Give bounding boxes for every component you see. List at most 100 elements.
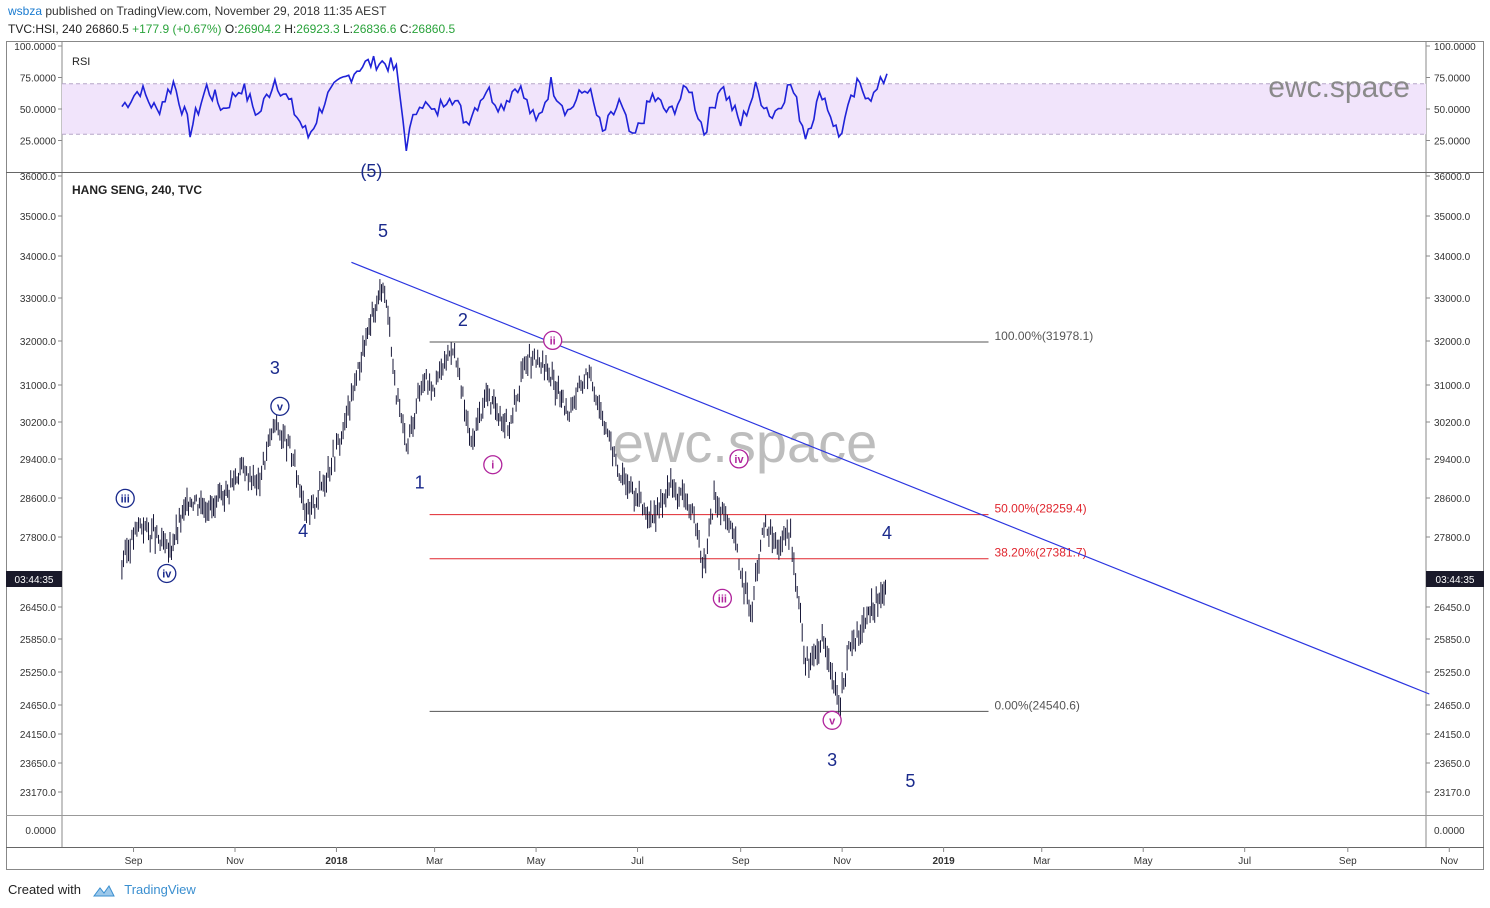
publish-info: wsbza published on TradingView.com, Nove… (8, 4, 386, 18)
ohlc-legend: TVC:HSI, 240 26860.5 +177.9 (+0.67%) O:2… (8, 22, 456, 36)
wave-label-circled: iii (121, 493, 130, 505)
tradingview-brand[interactable]: TradingView (124, 882, 196, 897)
wave-circle (270, 396, 290, 417)
wave-label: 4 (298, 521, 308, 541)
price-tick-label-right: 35000.0 (1434, 212, 1471, 223)
price-tick-label-left: 36000.0 (20, 172, 57, 183)
price-tick-label-left: 34000.0 (20, 252, 57, 263)
fib-label: 38.20%(27381.7) (995, 546, 1087, 560)
chart-outer-frame (6, 41, 1484, 870)
fib-label: 0.00%(24540.6) (995, 698, 1080, 712)
rsi-tick-label-left: 25.0000 (20, 137, 57, 148)
price-tick-label-right: 24150.0 (1434, 730, 1471, 741)
fib-label: 50.00%(28259.4) (995, 502, 1087, 516)
wave-label: 2 (458, 310, 468, 330)
price-tick-label-left: 29400.0 (20, 455, 57, 466)
time-tick-label: 2019 (932, 856, 955, 867)
time-tick-label: Mar (1033, 856, 1051, 867)
high-value: 26923.3 (296, 22, 340, 36)
time-tick-label: Sep (125, 856, 143, 867)
close-value: 26860.5 (411, 22, 456, 36)
time-tick-label: Jul (631, 856, 644, 867)
price-title: HANG SENG, 240, TVC (72, 183, 202, 197)
wave-circle (822, 710, 842, 730)
fib-label: 100.00%(31978.1) (995, 329, 1094, 343)
rsi-title: RSI (72, 56, 90, 68)
rsi-tick-label-right: 100.0000 (1434, 42, 1476, 53)
price-tick-label-left: 35000.0 (20, 212, 57, 223)
wave-label-circled: v (829, 715, 836, 727)
price-tick-label-left: 25850.0 (20, 635, 57, 646)
wave-label-circled: iv (162, 568, 172, 580)
countdown-tag (1426, 571, 1484, 587)
time-tick-label: Nov (226, 856, 244, 867)
price-tick-label-left: 23170.0 (20, 788, 57, 799)
time-tick-label: Nov (1440, 856, 1458, 867)
price-tick-label-right: 33000.0 (1434, 294, 1471, 305)
price-tick-label-left: 31000.0 (20, 381, 57, 392)
price-tick-label-right: 25250.0 (1434, 668, 1471, 679)
price-tick-label-right: 25850.0 (1434, 635, 1471, 646)
wave-label: 3 (270, 358, 280, 378)
time-tick-label: May (1134, 856, 1153, 867)
price-tick-label-left: 28600.0 (20, 494, 57, 505)
price-tick-label-right: 36000.0 (1434, 172, 1471, 183)
open-value: 26904.2 (237, 22, 281, 36)
time-tick-label: 2018 (325, 856, 348, 867)
time-tick-label: Jul (1238, 856, 1251, 867)
price-tick-label-left: 30200.0 (20, 418, 57, 429)
rsi-band (62, 83, 1426, 135)
wave-circle (157, 563, 177, 584)
time-tick-label: Mar (426, 856, 444, 867)
tradingview-logo-icon (92, 884, 115, 897)
author-name[interactable]: wsbza (8, 4, 43, 18)
wave-label: 3 (827, 750, 837, 770)
price-tick-label-left: 23650.0 (20, 759, 57, 770)
price-tick-label-right: 23170.0 (1434, 788, 1471, 799)
price-bars (121, 279, 886, 719)
price-tick-label-right: 32000.0 (1434, 337, 1471, 348)
wave-label-circled: iii (718, 593, 727, 605)
rsi-watermark: ewc.space (1268, 71, 1410, 104)
price-change: +177.9 (+0.67%) (132, 22, 222, 36)
price-tick-label-left: 24150.0 (20, 730, 57, 741)
price-tick-label-left: 26450.0 (20, 603, 57, 614)
zero-tick-left: 0.0000 (25, 826, 56, 837)
wave-circle (483, 455, 503, 475)
price-tick-label-right: 24650.0 (1434, 701, 1471, 712)
wave-label: 1 (415, 472, 425, 492)
zero-tick-right: 0.0000 (1434, 826, 1465, 837)
rsi-tick-label-left: 75.0000 (20, 74, 57, 85)
rsi-tick-label-left: 50.0000 (20, 105, 57, 116)
countdown-label: 03:44:35 (1436, 575, 1475, 586)
price-tick-label-right: 31000.0 (1434, 381, 1471, 392)
wave-label-circled: i (491, 460, 494, 472)
price-tick-label-left: 27800.0 (20, 533, 57, 544)
wave-label: (5) (360, 161, 382, 181)
price-tick-label-left: 25250.0 (20, 668, 57, 679)
price-tick-label-right: 28600.0 (1434, 494, 1471, 505)
rsi-tick-label-right: 50.0000 (1434, 105, 1471, 116)
wave-circle (115, 488, 135, 509)
rsi-tick-label-left: 100.0000 (14, 42, 56, 53)
rsi-tick-label-right: 25.0000 (1434, 137, 1471, 148)
price-tick-label-left: 24650.0 (20, 701, 57, 712)
price-tick-label-right: 26450.0 (1434, 603, 1471, 614)
wave-label-circled: v (277, 401, 284, 413)
wave-circle (543, 330, 563, 351)
time-tick-label: May (527, 856, 546, 867)
created-with-text: Created with (8, 882, 81, 897)
price-tick-label-left: 32000.0 (20, 337, 57, 348)
wave-label-circled: iv (734, 454, 744, 466)
time-tick-label: Sep (732, 856, 750, 867)
price-tick-label-right: 27800.0 (1434, 533, 1471, 544)
rsi-tick-label-right: 75.0000 (1434, 74, 1471, 85)
wave-circle (729, 449, 749, 469)
symbol-label: TVC:HSI, 240 (8, 22, 83, 36)
price-tick-label-right: 23650.0 (1434, 759, 1471, 770)
wave-circle (712, 588, 733, 609)
price-tick-label-left: 33000.0 (20, 294, 57, 305)
countdown-tag (6, 571, 62, 587)
publish-text: published on TradingView.com, November 2… (45, 4, 387, 18)
